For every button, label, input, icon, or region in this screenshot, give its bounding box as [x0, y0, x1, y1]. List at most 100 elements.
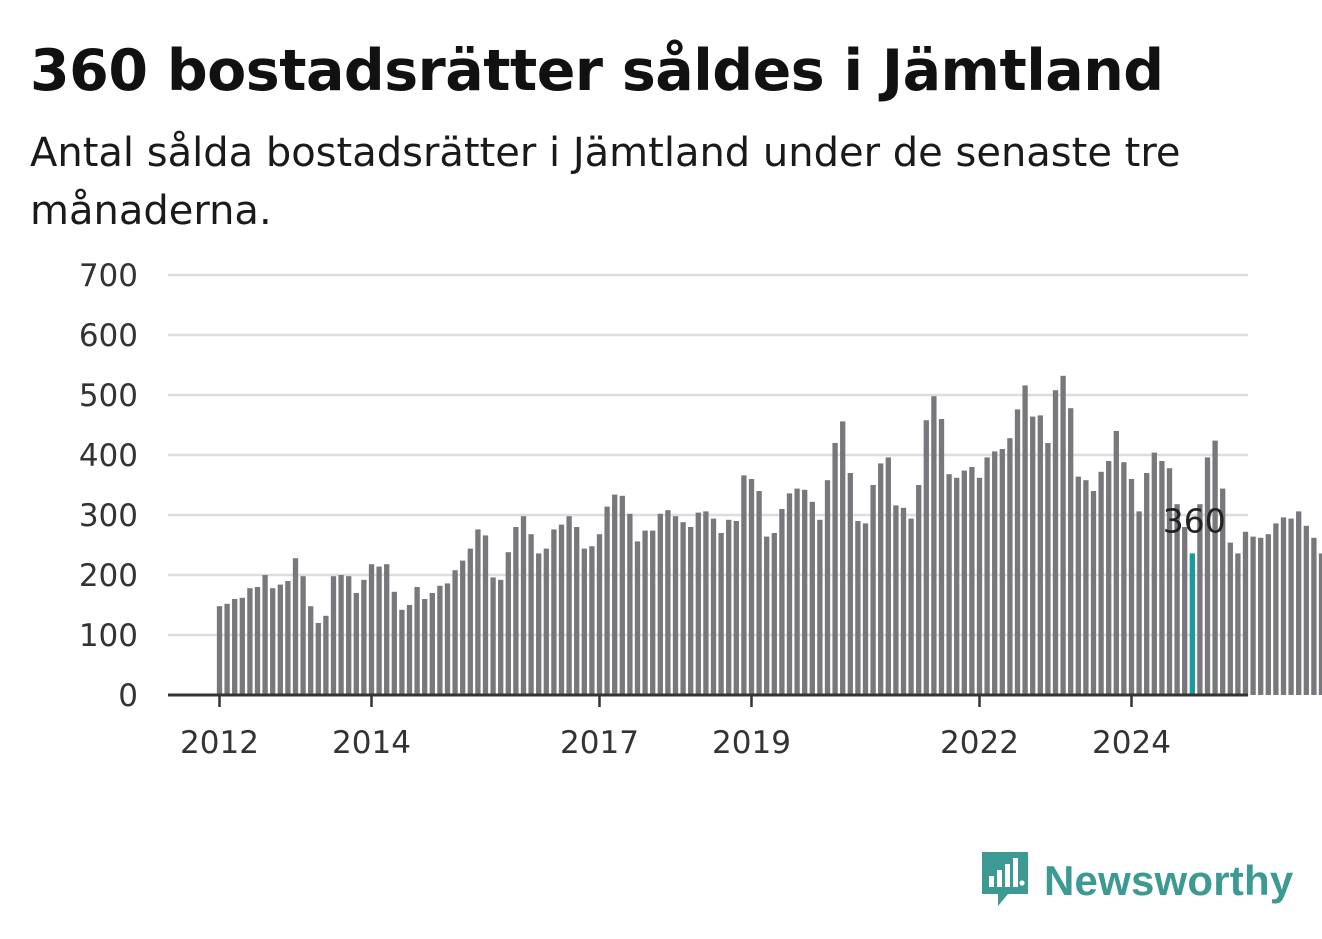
bar	[224, 603, 230, 695]
bar	[748, 479, 755, 695]
bars	[216, 375, 1322, 695]
bar	[764, 536, 770, 695]
value-annotation: 360	[1163, 501, 1226, 540]
bar	[916, 485, 922, 695]
bar	[650, 530, 656, 695]
bar	[1090, 491, 1097, 695]
bar	[452, 570, 458, 695]
bar	[315, 623, 321, 695]
gridlines	[168, 273, 1248, 637]
bar	[893, 505, 899, 695]
bar	[1212, 440, 1218, 695]
y-tick-label: 400	[79, 438, 138, 474]
bar	[391, 591, 397, 695]
bar	[771, 533, 777, 695]
bar	[938, 419, 945, 695]
bar	[239, 597, 245, 695]
bar	[1151, 452, 1157, 695]
bar	[1022, 385, 1028, 695]
bar	[1220, 488, 1226, 695]
bar	[292, 558, 299, 695]
bar	[558, 524, 565, 695]
bar	[718, 533, 724, 695]
bar	[467, 548, 473, 695]
bar	[475, 529, 481, 695]
chart-title: 360 bostadsrätter såldes i Jämtland	[30, 38, 1164, 104]
y-axis-ticks: 0 100 200 300 400 500 600 700	[79, 258, 138, 714]
bar	[1113, 431, 1119, 695]
bar	[1318, 553, 1322, 695]
bar	[1098, 471, 1104, 695]
bar	[726, 519, 732, 695]
bar	[733, 521, 739, 695]
bar	[1174, 504, 1180, 695]
bar	[490, 577, 496, 695]
bar	[528, 534, 534, 695]
bar	[1144, 473, 1150, 695]
bar	[1030, 416, 1036, 695]
bar	[1250, 536, 1256, 695]
bar	[589, 546, 595, 695]
bar	[634, 541, 641, 695]
bar	[756, 491, 762, 695]
bar	[1037, 415, 1043, 695]
bar	[672, 516, 679, 695]
bar	[817, 519, 823, 695]
bar	[870, 485, 876, 695]
bar	[368, 564, 375, 695]
bar	[809, 501, 815, 695]
bar	[232, 599, 238, 695]
bar	[1121, 462, 1127, 695]
bar	[429, 593, 435, 695]
bar	[627, 513, 633, 695]
bar	[840, 421, 846, 695]
bar	[353, 593, 359, 695]
bar	[581, 548, 587, 695]
bar	[536, 553, 542, 695]
bar	[216, 606, 223, 695]
bar	[376, 566, 382, 695]
bar	[946, 474, 952, 695]
bar	[878, 463, 884, 695]
bar	[1068, 408, 1074, 695]
bar	[300, 576, 306, 695]
bar	[414, 587, 420, 695]
bar	[566, 516, 572, 695]
bar	[786, 493, 793, 695]
bar	[1083, 480, 1089, 695]
bar	[1273, 523, 1279, 695]
newsworthy-logo[interactable]: Newsworthy	[980, 848, 1293, 914]
bar	[1303, 525, 1309, 695]
bar	[999, 449, 1005, 695]
bar	[1182, 527, 1188, 695]
bar	[437, 585, 443, 695]
bar	[665, 510, 671, 695]
bar	[277, 584, 283, 695]
bar	[779, 509, 785, 695]
bar	[984, 457, 990, 695]
bar	[513, 527, 519, 695]
bar	[1242, 531, 1249, 695]
bar	[794, 488, 800, 695]
bar	[551, 529, 557, 695]
bar	[855, 521, 861, 695]
bar	[1311, 537, 1317, 695]
bar	[543, 548, 549, 695]
bar	[247, 588, 253, 695]
bar	[619, 495, 625, 695]
bar	[1060, 375, 1066, 695]
x-tick-label: 2017	[560, 725, 639, 761]
bar	[908, 518, 914, 695]
bar	[1235, 553, 1241, 695]
bar	[741, 475, 747, 695]
bar	[1128, 479, 1135, 695]
bar	[285, 581, 291, 695]
bar	[657, 513, 663, 695]
bar	[498, 579, 504, 695]
bar	[1014, 409, 1021, 695]
x-axis-ticks: 2012 2014 2017 2019 2022 2024	[180, 695, 1171, 761]
bar	[824, 480, 831, 695]
bar	[1166, 468, 1173, 695]
bar	[710, 518, 717, 695]
bar	[703, 511, 709, 695]
